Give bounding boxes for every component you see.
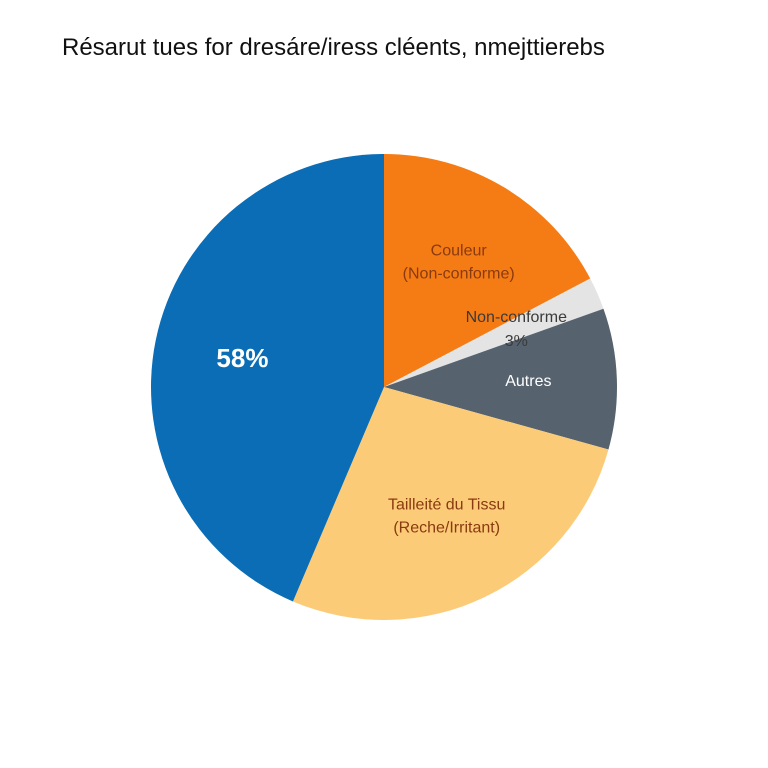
slice-label: Non-conforme [465,308,567,326]
pie-slice [384,308,617,450]
pie-slice [384,154,591,387]
slice-label: Tailleité du Tissu (Reche/Irritant) [387,496,506,537]
pie-slice [151,154,384,602]
value-label: 58% [216,342,269,373]
value-label: 3% [504,332,528,350]
pie-slice [292,387,609,620]
pie-slice [384,278,604,387]
chart-title: Résarut tues for dresáre/iress cléents, … [62,34,605,61]
slice-label: Autres [505,372,552,390]
slice-label: Couleur (Non-conforme) [402,242,515,283]
